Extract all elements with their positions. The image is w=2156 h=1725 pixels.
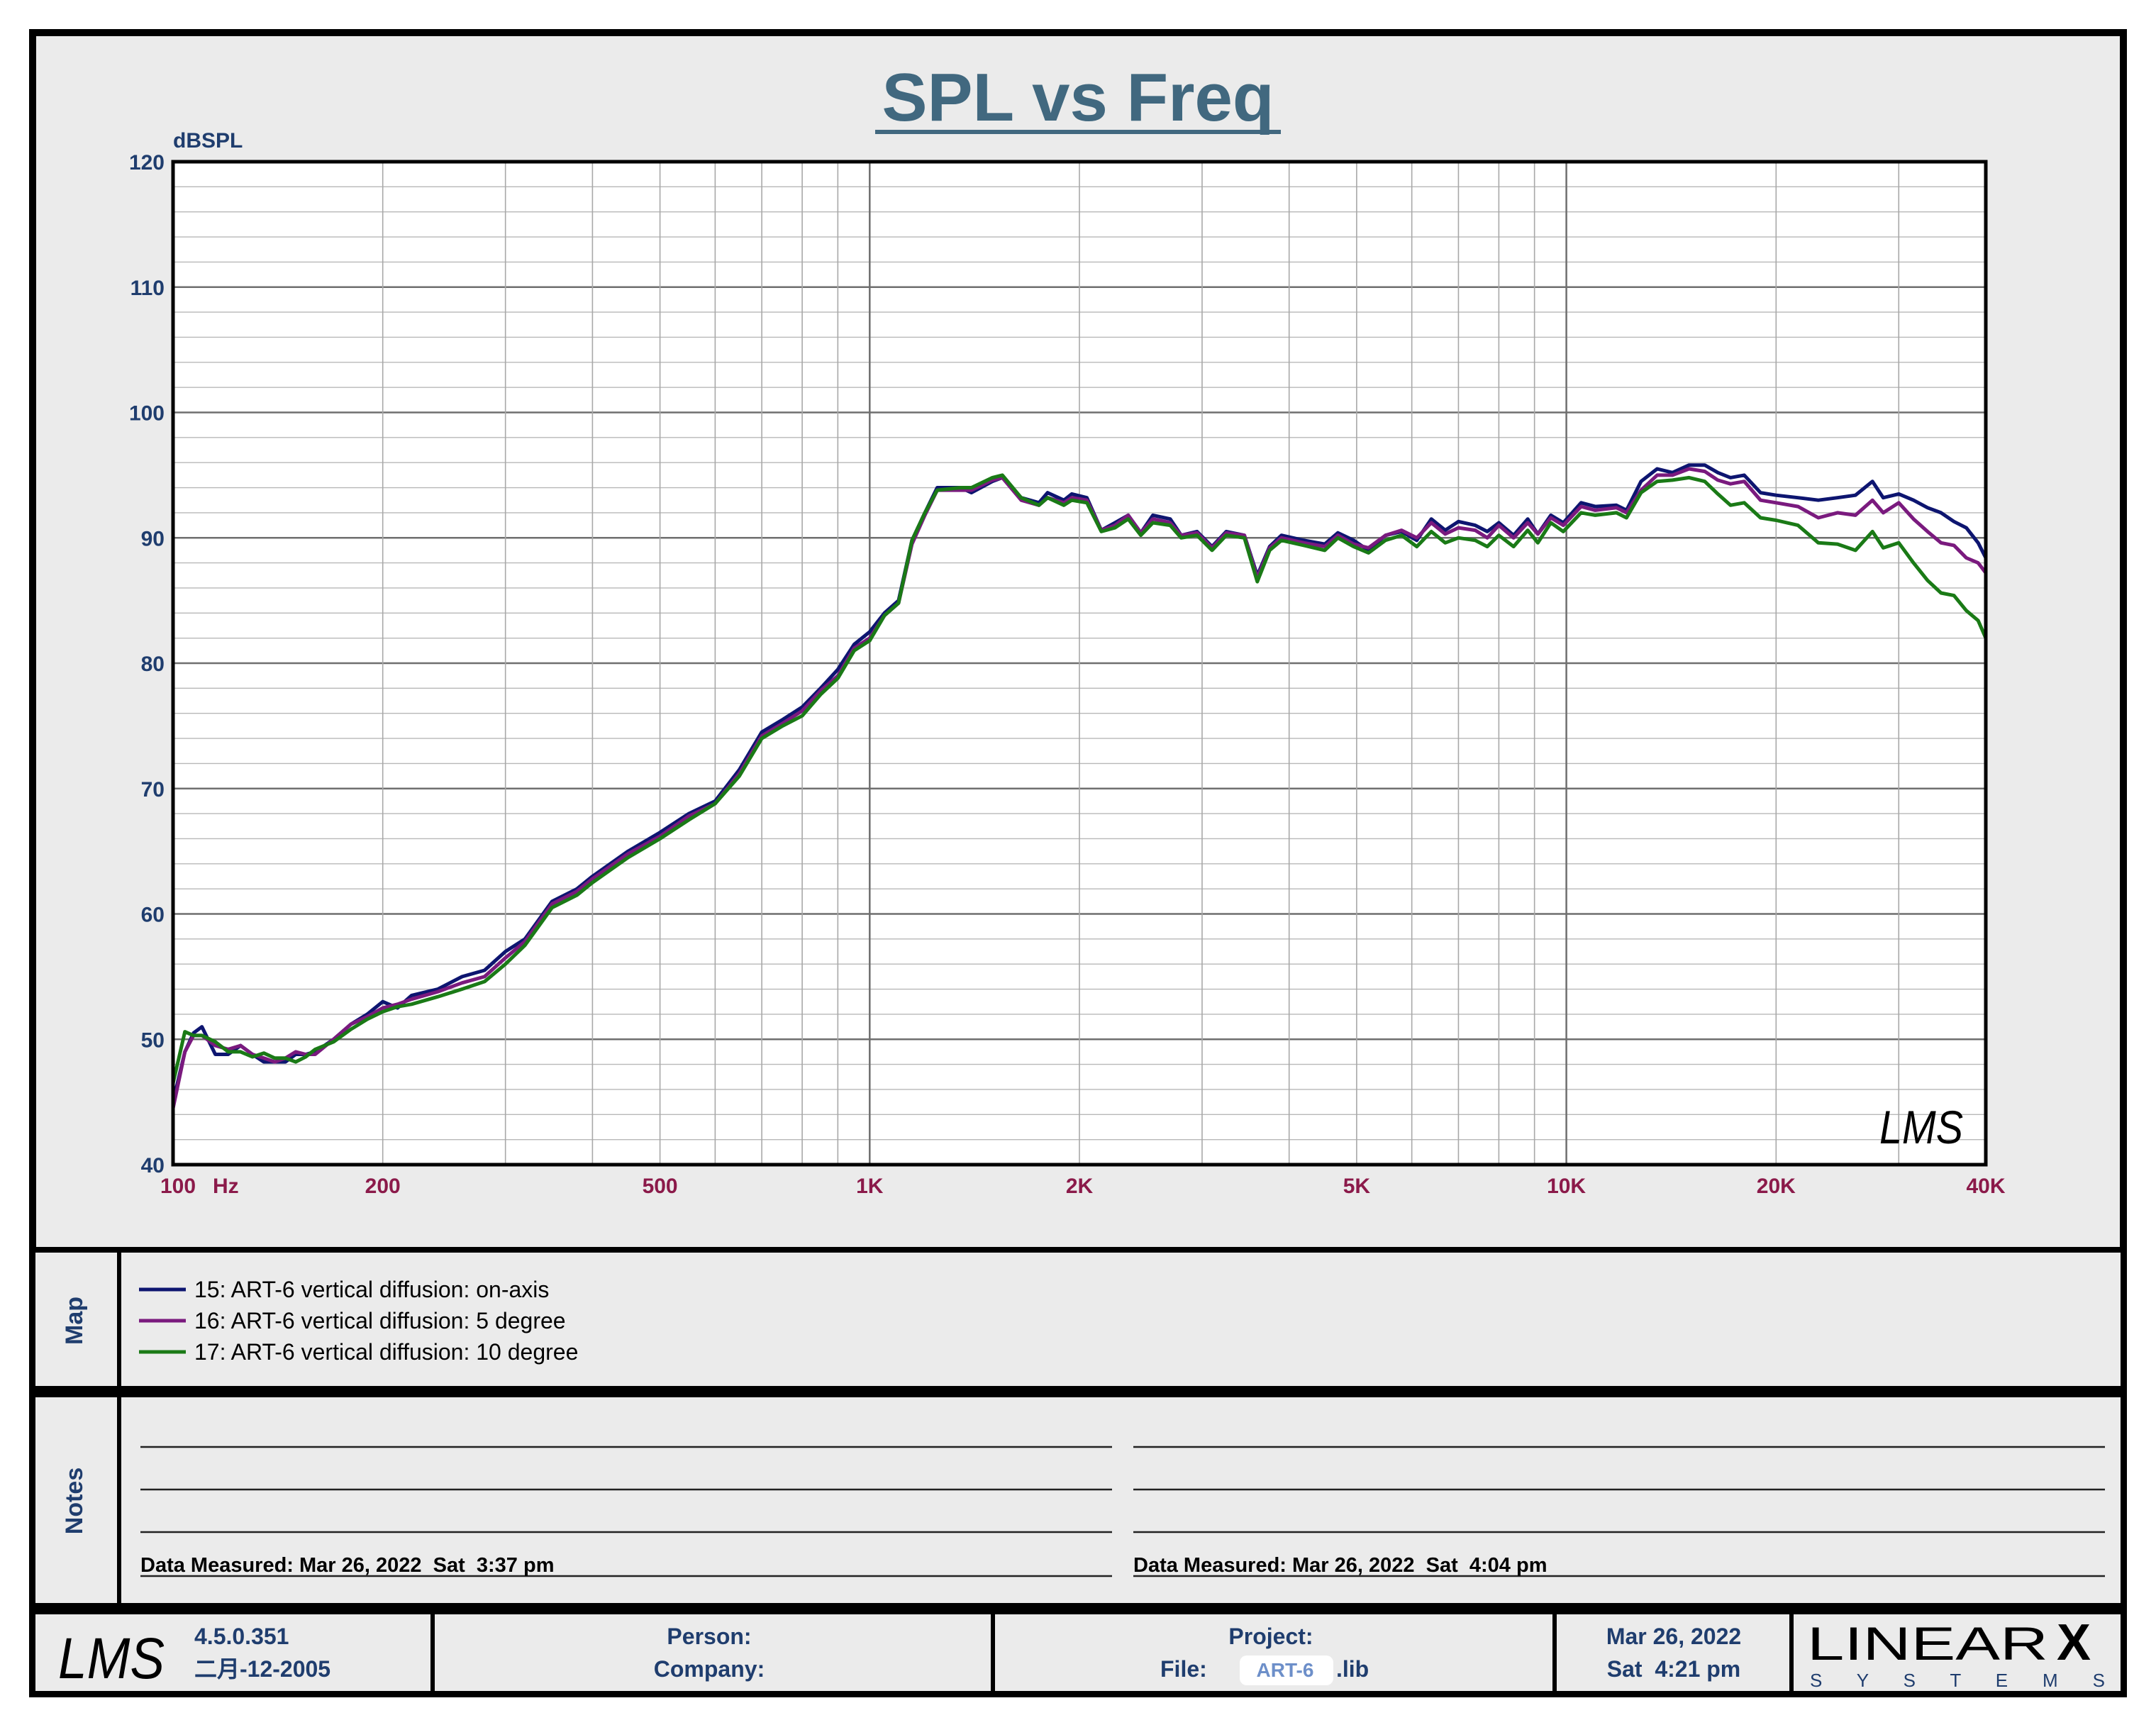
person-label: Person: [667,1624,751,1649]
series-line-3 [171,473,1988,1084]
linearx-logo: LINEAR X S Y S T E M S [1807,1614,2105,1691]
map-label: Map [61,1297,88,1345]
file-label: File: [1160,1656,1207,1682]
svg-text:LMS: LMS [1879,1101,1963,1153]
x-tick-label: 2K [1066,1175,1094,1198]
legend-entry-3: 17: ART-6 vertical diffusion: 10 degree [194,1339,578,1365]
version: 4.5.0.351 [194,1624,289,1649]
x-tick-label: 1K [856,1175,884,1198]
x-unit-label: Hz [213,1175,239,1198]
x-tick-label: 200 [365,1175,401,1198]
x-tick-label: 10K [1547,1175,1586,1198]
file-name: ART-6 [1257,1659,1314,1681]
y-tick-label: 100 [129,402,165,426]
legend: 15: ART-6 vertical diffusion: on-axis 16:… [139,1277,578,1365]
notes-panel [30,1392,2126,1609]
series-layer [171,463,1988,1109]
footer-logo: LMS [58,1626,165,1691]
plot-border [171,160,1988,1167]
notes-label: Notes [61,1468,88,1534]
series-line-2 [171,467,1987,1109]
y-tick-label: 110 [130,277,165,300]
legend-entry-2: 16: ART-6 vertical diffusion: 5 degree [194,1308,566,1333]
svg-text:LINEAR: LINEAR [1807,1617,2048,1670]
x-axis: 100 200 500 1K 2K 5K 10K 20K 40K [160,1175,2006,1198]
grid [172,160,1986,1166]
legend-entry-1: 15: ART-6 vertical diffusion: on-axis [194,1277,549,1302]
footer-panel [30,1609,2126,1697]
y-tick-label: 60 [141,904,165,927]
chart-title: SPL vs Freq [882,60,1274,135]
x-tick-label: 5K [1343,1175,1371,1198]
project-label: Project: [1228,1624,1313,1649]
x-tick-label: 40K [1966,1175,2005,1198]
file-ext: .lib [1336,1656,1369,1682]
x-tick-label: 20K [1757,1175,1796,1198]
notes-lines [140,1446,2105,1577]
y-tick-label: 70 [141,778,165,802]
footer-date: Mar 26, 2022 [1606,1624,1741,1649]
y-tick-label: 120 [129,151,165,174]
y-tick-label: 50 [141,1028,165,1052]
company-label: Company: [654,1656,765,1682]
x-tick-label: 500 [643,1175,678,1198]
lms-watermark: LMS [1879,1101,1963,1153]
y-unit-label: dBSPL [173,129,243,152]
footer-time: Sat 4:21 pm [1607,1656,1741,1682]
svg-text:S Y S T E M S: S Y S T E M S [1810,1670,2105,1691]
x-tick-label: 100 [160,1175,196,1198]
y-tick-label: 90 [141,527,165,550]
svg-text:X: X [2057,1614,2091,1671]
version-date: 二月-12-2005 [194,1656,330,1682]
left-data-measured: Data Measured: Mar 26, 2022 Sat 3:37 pm [140,1554,554,1577]
map-panel [30,1247,2126,1392]
y-axis: 40 50 60 70 80 90 100 110 120 [129,151,165,1177]
y-tick-label: 80 [141,653,165,676]
y-tick-label: 40 [141,1154,165,1177]
right-data-measured: Data Measured: Mar 26, 2022 Sat 4:04 pm [1133,1554,1547,1577]
file-name-box [1240,1655,1333,1685]
